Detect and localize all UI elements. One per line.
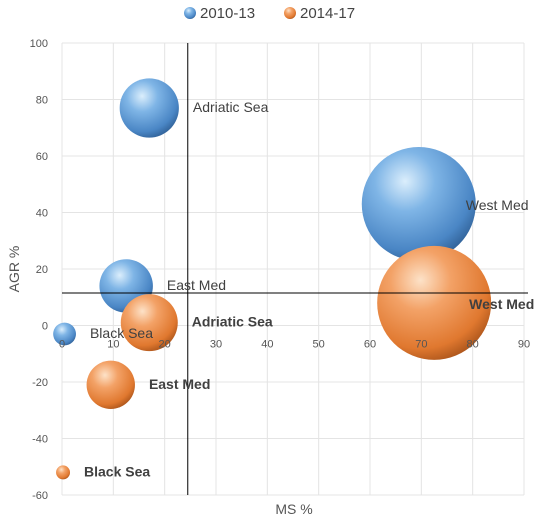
y-tick-label-60: 60 [36,151,48,163]
y-tick-label-80: 80 [36,95,48,107]
y-tick-label-0: 0 [42,321,48,333]
x-tick-label-30: 30 [210,339,222,351]
bubble-label-2010-13-west-med: West Med [466,197,529,213]
bubble-label-2014-17-adriatic-sea: Adriatic Sea [192,314,273,330]
y-axis-ticks: 100 80 60 40 20 0 -20 -40 -60 [30,38,48,502]
legend: 2010-13 2014-17 [184,5,355,22]
bubble-2010-13-black-sea [53,322,76,346]
legend-label-2014-17: 2014-17 [300,5,355,22]
y-tick-label-20: -20 [32,377,48,389]
bubble-2014-17-west-med [377,245,492,360]
bubble-2014-17-black-sea [56,465,71,480]
bubble-2014-17-east-med [86,360,135,410]
x-axis-title: MS % [275,501,312,517]
y-axis-title: AGR % [6,246,22,293]
x-tick-label-10: 10 [107,339,119,351]
x-tick-label-50: 50 [313,339,325,351]
legend-marker-2014-17 [284,7,296,19]
bubble-label-2010-13-black-sea: Black Sea [90,325,153,341]
bubble-2010-13-west-med [361,147,476,262]
bubble-label-2010-13-adriatic-sea: Adriatic Sea [193,99,269,115]
x-tick-label-90: 90 [518,339,530,351]
bubble-2014-17-adriatic-sea [120,294,178,352]
y-tick-label-20: 20 [36,264,48,276]
x-tick-label-60: 60 [364,339,376,351]
x-tick-label-40: 40 [261,339,273,351]
bubble-label-2010-13-east-med: East Med [167,277,226,293]
y-tick-label-40: -40 [32,434,48,446]
bubble-label-2014-17-west-med: West Med [469,296,534,312]
bubble-label-2014-17-east-med: East Med [149,376,210,392]
legend-marker-2010-13 [184,7,196,19]
bubble-label-2014-17-black-sea: Black Sea [84,463,150,479]
x-tick-label-70: 70 [415,339,427,351]
x-tick-label-20: 20 [159,339,171,351]
x-tick-label-0: 0 [59,339,65,351]
legend-label-2010-13: 2010-13 [200,5,255,22]
bubbles [53,78,492,480]
y-tick-label-100: 100 [30,38,48,50]
y-tick-label-40: 40 [36,208,48,220]
y-tick-label-60: -60 [32,490,48,502]
reference-lines [62,43,528,495]
bubble-2010-13-adriatic-sea [119,78,179,138]
x-axis-ticks: 0 10 20 30 40 50 60 70 80 90 [59,339,530,351]
x-tick-label-80: 80 [467,339,479,351]
bubble-labels: West Med Adriatic Sea East Med Black Sea Wes… [84,99,534,479]
